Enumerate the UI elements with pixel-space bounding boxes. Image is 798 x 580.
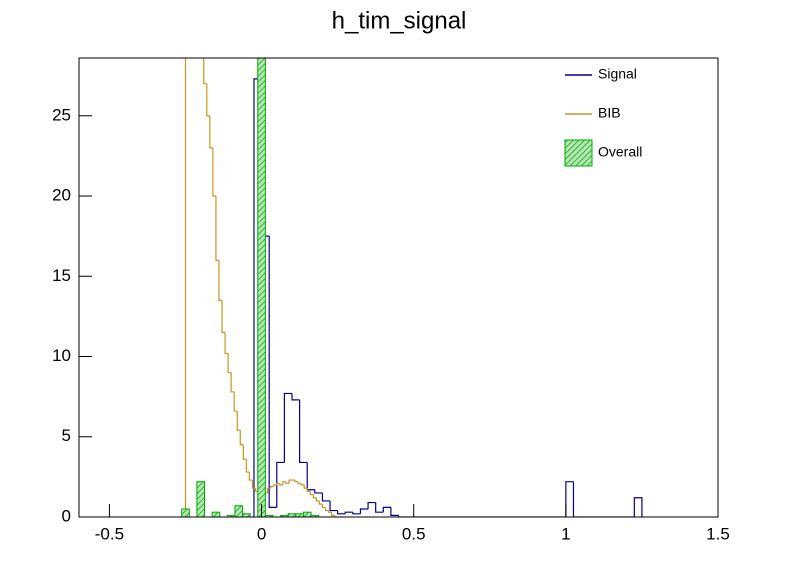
histogram-step — [215, 196, 219, 261]
histogram-step — [334, 515, 338, 517]
histogram-step — [309, 491, 314, 496]
histogram-step — [344, 511, 353, 514]
histogram-step — [227, 353, 232, 374]
histogram-step — [306, 488, 311, 492]
legend-swatch — [564, 139, 593, 167]
histogram-step — [218, 260, 223, 301]
histogram-step — [233, 391, 238, 412]
histogram-step — [245, 459, 250, 473]
histogram-step — [321, 492, 331, 502]
histogram-step — [297, 481, 302, 484]
histogram-step — [303, 484, 308, 489]
histogram-step — [206, 83, 210, 117]
legend-label: BIB — [598, 105, 621, 121]
histogram-step — [270, 485, 274, 489]
histogram-step — [299, 399, 308, 464]
histogram-step — [327, 510, 332, 513]
legend-label: Overall — [598, 144, 642, 160]
histogram-bar — [211, 511, 221, 517]
histogram-step — [375, 502, 384, 513]
histogram-step — [184, 58, 187, 517]
histogram-step — [283, 392, 292, 463]
histogram-step — [209, 115, 213, 149]
histogram-step — [359, 508, 369, 514]
histogram-step — [315, 497, 320, 502]
chart-title: h_tim_signal — [332, 7, 467, 34]
histogram-step — [294, 480, 299, 483]
x-tick-label: -0.5 — [95, 524, 124, 543]
histogram-step — [239, 430, 244, 446]
histogram-bar — [234, 505, 244, 517]
histogram-step — [267, 487, 271, 493]
histogram-step — [282, 481, 286, 485]
histogram-step — [291, 393, 300, 401]
histogram-step — [251, 480, 256, 489]
y-tick-label: 10 — [52, 346, 71, 365]
histogram-step — [633, 497, 643, 517]
y-tick-label: 15 — [52, 266, 71, 285]
histogram-step — [321, 504, 326, 508]
frame — [78, 57, 719, 518]
histogram-step — [285, 481, 289, 484]
histogram-step — [248, 472, 253, 481]
axes: -0.5 0 0.5 1 1.5 0 5 10 15 20 25 — [52, 105, 730, 543]
histogram-step — [397, 515, 407, 517]
x-tick-label: 1 — [561, 524, 570, 543]
legend-label: Signal — [598, 66, 637, 82]
x-tick-label: 0.5 — [402, 524, 426, 543]
histogram-step — [330, 512, 335, 516]
y-tick-label: 5 — [62, 426, 71, 445]
histogram-step — [324, 507, 329, 512]
histogram-bar — [257, 58, 266, 517]
histogram-step — [279, 483, 283, 486]
histogram-step — [221, 300, 226, 334]
histogram-bar — [196, 481, 206, 517]
histogram-step — [312, 494, 317, 499]
histogram-bar — [181, 508, 190, 517]
histogram-step — [352, 512, 361, 515]
histogram-step — [337, 510, 346, 515]
y-tick-label: 25 — [52, 105, 71, 124]
histogram-step — [273, 484, 277, 487]
histogram-step — [276, 482, 280, 485]
histogram-step — [390, 507, 399, 516]
x-tick-label: 0 — [257, 524, 266, 543]
histogram-step — [203, 58, 207, 85]
histogram-step — [382, 506, 391, 513]
histogram-step — [242, 444, 247, 460]
histogram-step — [300, 483, 305, 486]
histogram-step — [318, 500, 323, 505]
y-tick-label: 0 — [62, 506, 71, 525]
x-tick-label: 1.5 — [706, 524, 730, 543]
histogram-step — [236, 411, 241, 431]
histogram-bar — [242, 513, 251, 517]
histogram-step — [314, 489, 323, 494]
plot-area — [181, 58, 643, 517]
histogram-step — [212, 147, 216, 197]
histogram-bar — [302, 511, 312, 517]
histogram-step — [329, 500, 338, 512]
histogram-step — [224, 332, 229, 354]
histogram-step — [230, 372, 235, 393]
legend: Signal BIB Overall — [564, 66, 642, 167]
histogram-step — [268, 236, 277, 508]
histogram-step — [572, 481, 582, 517]
y-tick-label: 20 — [52, 186, 71, 205]
histogram-step — [288, 479, 292, 484]
histogram-step — [367, 501, 376, 509]
histogram-step — [276, 461, 285, 508]
